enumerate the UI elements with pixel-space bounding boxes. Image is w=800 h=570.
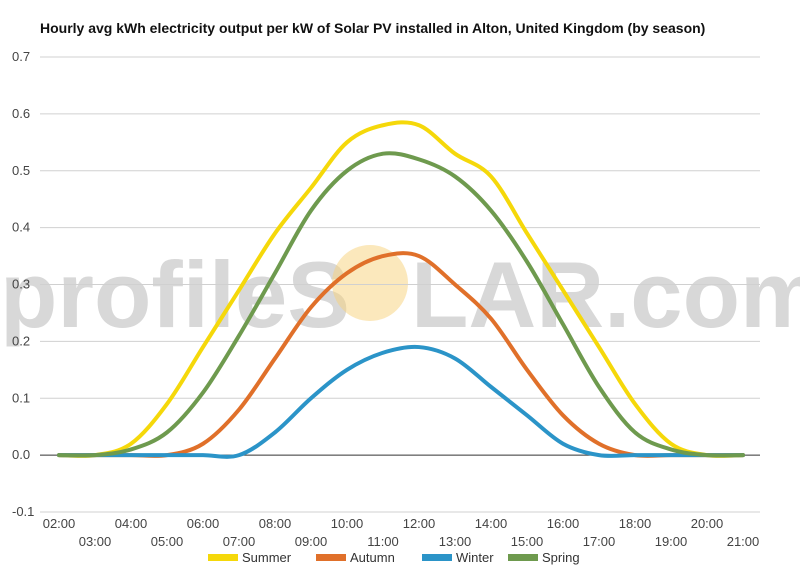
legend-swatch-autumn: [316, 554, 346, 561]
y-tick-label: 0.3: [12, 277, 30, 292]
x-tick-label: 17:00: [583, 534, 616, 549]
x-tick-label: 11:00: [367, 534, 399, 549]
x-tick-label: 14:00: [475, 516, 508, 531]
y-tick-label: 0.0: [12, 447, 30, 462]
y-axis: -0.1 0.0 0.1 0.2 0.3 0.4 0.5 0.6 0.7: [12, 49, 34, 519]
x-tick-label: 15:00: [511, 534, 544, 549]
x-axis: 02:0003:0004:0005:0006:0007:0008:0009:00…: [43, 516, 760, 549]
legend-swatch-spring: [508, 554, 538, 561]
legend: Summer Autumn Winter Spring: [208, 550, 580, 565]
legend-label-autumn: Autumn: [350, 550, 395, 565]
y-tick-label: 0.1: [12, 390, 30, 405]
y-tick-label: 0.4: [12, 220, 30, 235]
legend-swatch-summer: [208, 554, 238, 561]
x-tick-label: 07:00: [223, 534, 256, 549]
watermark-text-left: profileS: [0, 242, 350, 347]
x-tick-label: 20:00: [691, 516, 724, 531]
x-tick-label: 13:00: [439, 534, 472, 549]
x-tick-label: 10:00: [331, 516, 364, 531]
series-line-spring: [57, 151, 745, 458]
grid: [40, 56, 760, 513]
y-tick-label: 0.6: [12, 106, 30, 121]
legend-swatch-winter: [422, 554, 452, 561]
legend-label-winter: Winter: [456, 550, 494, 565]
y-tick-label: 0.5: [12, 163, 30, 178]
legend-label-spring: Spring: [542, 550, 580, 565]
x-tick-label: 16:00: [547, 516, 580, 531]
x-tick-label: 18:00: [619, 516, 652, 531]
x-tick-label: 21:00: [727, 534, 760, 549]
x-tick-label: 12:00: [403, 516, 436, 531]
x-tick-label: 19:00: [655, 534, 688, 549]
x-tick-label: 06:00: [187, 516, 220, 531]
x-tick-label: 02:00: [43, 516, 76, 531]
y-tick-label: 0.2: [12, 333, 30, 348]
watermark: profileS LAR.com: [0, 242, 800, 347]
chart-title: Hourly avg kWh electricity output per kW…: [40, 20, 705, 36]
watermark-sun-icon: [332, 245, 408, 321]
legend-label-summer: Summer: [242, 550, 292, 565]
y-tick-label: -0.1: [12, 504, 34, 519]
watermark-text-right: LAR.com: [411, 242, 800, 347]
x-tick-label: 09:00: [295, 534, 328, 549]
y-tick-label: 0.7: [12, 49, 30, 64]
x-tick-label: 05:00: [151, 534, 184, 549]
series-line-summer: [57, 120, 745, 458]
series-lines: [57, 120, 745, 459]
x-tick-label: 08:00: [259, 516, 292, 531]
x-tick-label: 04:00: [115, 516, 148, 531]
series-line-winter: [57, 344, 745, 459]
x-tick-label: 03:00: [79, 534, 112, 549]
